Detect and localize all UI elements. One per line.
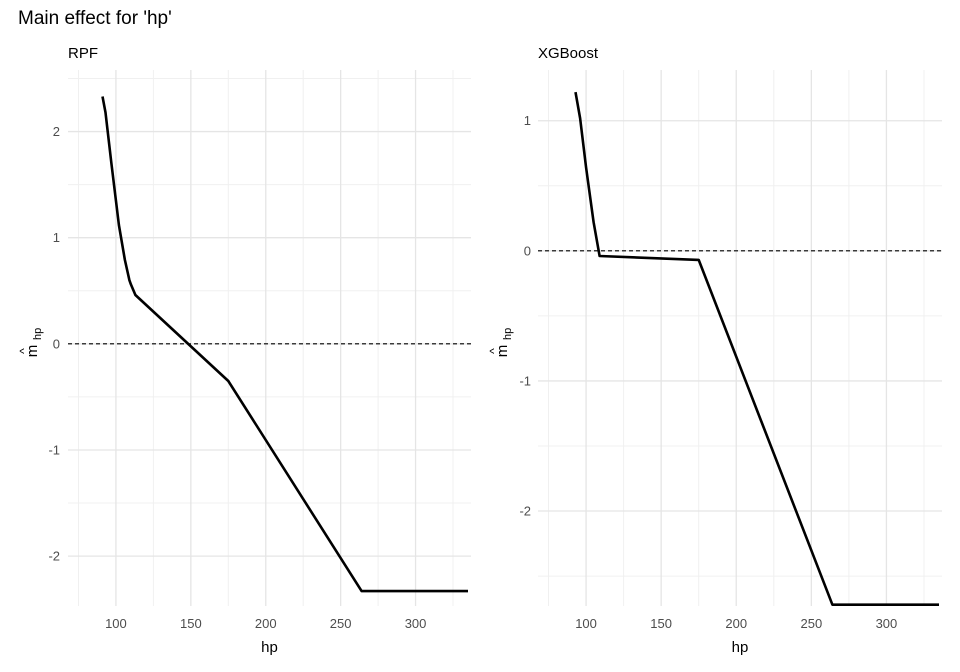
y-axis-label-main: m: [494, 345, 511, 358]
y-tick-label: 1: [53, 230, 60, 245]
page-title: Main effect for 'hp': [18, 8, 172, 29]
x-tick-label: 250: [330, 616, 352, 631]
y-tick-label: -2: [519, 504, 531, 519]
series-line: [101, 96, 468, 593]
y-axis-label: m^ hp: [487, 328, 514, 358]
y-tick-label: 0: [524, 243, 531, 258]
x-axis-label: hp: [732, 639, 749, 656]
chart-panel-0: 100 150 200 250 300 -2 -1 0 1 2 RPF hp m^ hp: [17, 45, 471, 656]
series-line: [574, 91, 939, 607]
y-tick-label: -2: [48, 549, 60, 564]
x-tick-label: 100: [105, 616, 127, 631]
y-axis-label-hat: ^: [17, 348, 31, 354]
x-axis-label: hp: [261, 639, 278, 656]
x-tick-label: 200: [255, 616, 277, 631]
x-tick-label: 250: [800, 616, 822, 631]
y-axis-label-subscript: hp: [32, 328, 44, 340]
x-tick-label: 100: [575, 616, 597, 631]
panel-title: XGBoost: [538, 45, 599, 62]
x-tick-label: 150: [180, 616, 202, 631]
x-tick-label: 200: [725, 616, 747, 631]
y-axis-label-hat: ^: [487, 348, 501, 354]
x-tick-label: 300: [405, 616, 427, 631]
y-tick-label: -1: [519, 373, 531, 388]
y-tick-label: -1: [48, 442, 60, 457]
x-tick-label: 150: [650, 616, 672, 631]
y-axis-label: m^ hp: [17, 328, 44, 358]
y-tick-label: 1: [524, 113, 531, 128]
y-axis-label-subscript: hp: [502, 328, 514, 340]
y-axis-label-main: m: [24, 345, 41, 358]
chart-panel-1: 100 150 200 250 300 -2 -1 0 1 XGBoost hp m^ hp: [487, 45, 942, 656]
x-tick-label: 300: [876, 616, 898, 631]
y-tick-label: 2: [53, 124, 60, 139]
panel-title: RPF: [68, 45, 98, 62]
y-tick-label: 0: [53, 336, 60, 351]
